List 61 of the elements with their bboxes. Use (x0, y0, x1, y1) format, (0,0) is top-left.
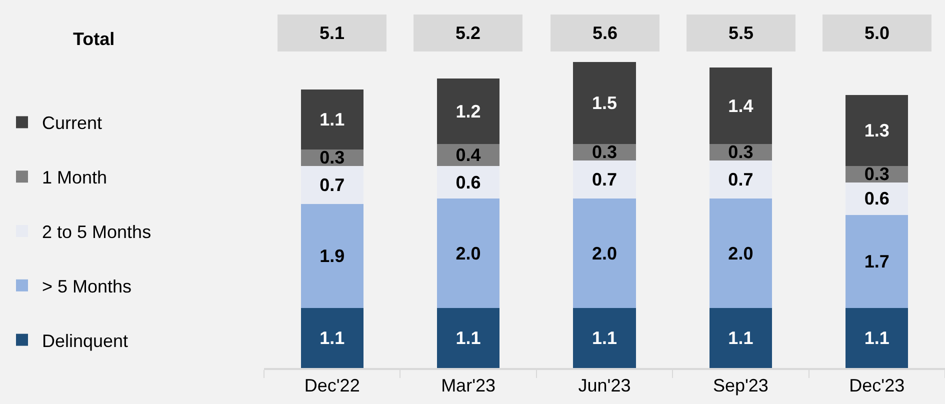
data-label: 2.0 (592, 243, 618, 264)
legend-label: Delinquent (42, 330, 128, 351)
bar (573, 62, 636, 144)
data-label: 1.4 (728, 96, 754, 116)
bar (709, 198, 772, 308)
bar (300, 89, 364, 150)
legend-label: Current (42, 113, 102, 134)
x-tick-label: Mar'23 (441, 375, 496, 396)
bar (846, 182, 908, 216)
legend-label: 2 to 5 Months (42, 222, 152, 242)
data-label: 0.7 (592, 170, 618, 190)
bar (846, 94, 908, 166)
data-label: 2.0 (456, 243, 481, 264)
bar (300, 166, 364, 204)
bar (436, 78, 500, 144)
data-label: 0.3 (728, 142, 754, 162)
x-tick-label: Sep'23 (712, 375, 768, 396)
bar (709, 160, 772, 199)
data-label: 1.3 (864, 120, 890, 140)
data-label: 2.0 (728, 243, 754, 264)
total-label: 5.5 (728, 23, 754, 43)
text: Total (73, 29, 115, 49)
total-label: 5.2 (455, 23, 481, 43)
total-label: 5.6 (592, 23, 618, 43)
data-label: 0.7 (728, 170, 754, 190)
bar (846, 215, 908, 308)
bar (436, 308, 500, 368)
x-tick-label: Dec'23 (849, 375, 905, 396)
data-label: 0.6 (456, 172, 481, 192)
data-label: 1.1 (728, 328, 754, 348)
data-label: 0.3 (320, 148, 345, 168)
data-label: 1.1 (592, 328, 618, 348)
data-label: 1.9 (320, 246, 345, 266)
data-label: 1.1 (320, 109, 345, 130)
data-label: 0.4 (456, 144, 481, 165)
x-tick-label: Jun'23 (578, 375, 631, 396)
bar (436, 198, 500, 308)
bar (573, 198, 636, 308)
bar (573, 160, 636, 199)
legend-label: 1 Month (42, 168, 108, 188)
legend-label: > 5 Months (42, 276, 132, 296)
x-tick-label: Dec'22 (304, 375, 360, 396)
data-label: 0.6 (864, 188, 890, 209)
total-label: 5.1 (319, 23, 345, 43)
bar (436, 166, 500, 199)
bar (300, 204, 364, 308)
data-label: 1.1 (320, 328, 345, 348)
data-label: 1.2 (456, 101, 481, 122)
bar (300, 308, 364, 368)
data-label: 0.7 (320, 175, 345, 196)
bar (709, 308, 772, 368)
data-label: 1.1 (456, 328, 481, 348)
data-label: 1.7 (864, 251, 890, 272)
total-label: 5.0 (864, 23, 890, 43)
data-label: 0.3 (864, 164, 890, 184)
data-label: 1.5 (592, 93, 618, 114)
data-label: 0.3 (592, 142, 618, 162)
data-label: 1.1 (864, 328, 890, 348)
bar (846, 308, 908, 368)
bar (709, 68, 772, 144)
bar (573, 308, 636, 368)
